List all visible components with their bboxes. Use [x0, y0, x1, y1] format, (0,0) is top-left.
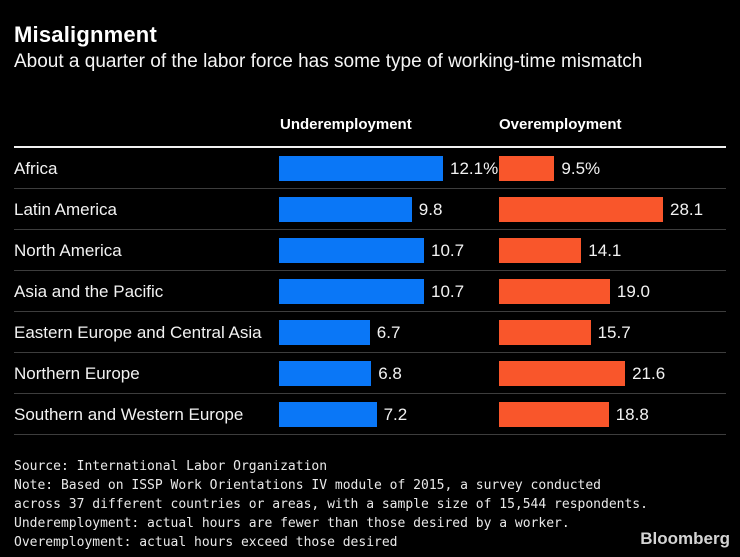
- overemployment-definition: Overemployment: actual hours exceed thos…: [14, 535, 398, 550]
- overemployment-value: 14.1: [588, 241, 622, 260]
- chart-rows: Africa 12.1% 9.5% Latin America 9.8 28.1…: [14, 146, 726, 435]
- table-row: Northern Europe 6.8 21.6: [14, 353, 726, 394]
- chart-subtitle: About a quarter of the labor force has s…: [14, 51, 643, 72]
- row-label: Northern Europe: [14, 364, 140, 383]
- underemployment-value: 6.7: [376, 323, 401, 342]
- row-label: Africa: [14, 159, 58, 178]
- row-label: Southern and Western Europe: [14, 405, 244, 424]
- page-title: Misalignment: [14, 22, 157, 47]
- overemployment-value: 28.1: [670, 200, 704, 219]
- underemployment-bar: [279, 402, 377, 427]
- underemployment-bar: [279, 238, 424, 263]
- overemployment-value: 19.0: [616, 282, 650, 301]
- overemployment-bar: [499, 197, 663, 222]
- table-row: Eastern Europe and Central Asia 6.7 15.7: [14, 312, 726, 353]
- source-line: Source: International Labor Organization: [14, 459, 328, 474]
- underemployment-value: 12.1%: [450, 159, 499, 178]
- row-label: North America: [14, 241, 122, 260]
- bloomberg-logo: Bloomberg: [640, 529, 730, 548]
- underemployment-value: 6.8: [378, 364, 402, 383]
- row-label: Asia and the Pacific: [14, 282, 164, 301]
- overemployment-bar: [499, 238, 582, 263]
- source-note: Source: International Labor Organization…: [14, 457, 648, 552]
- underemployment-definition: Underemployment: actual hours are fewer …: [14, 516, 570, 531]
- overemployment-value: 9.5%: [561, 159, 601, 178]
- underemployment-bar: [279, 279, 424, 304]
- table-row: Africa 12.1% 9.5%: [14, 148, 726, 189]
- row-label: Latin America: [14, 200, 117, 219]
- table-row: Asia and the Pacific 10.7 19.0: [14, 271, 726, 312]
- table-row: North America 10.7 14.1: [14, 230, 726, 271]
- overemployment-value: 21.6: [632, 364, 666, 383]
- overemployment-bar: [499, 279, 610, 304]
- underemployment-value: 7.2: [383, 405, 408, 424]
- underemployment-value: 9.8: [418, 200, 443, 219]
- note-line-2: across 37 different countries or areas, …: [14, 497, 648, 512]
- overemployment-value: 15.7: [597, 323, 631, 342]
- table-row: Southern and Western Europe 7.2 18.8: [14, 394, 726, 435]
- underemployment-bar: [279, 156, 443, 181]
- note-line-1: Note: Based on ISSP Work Orientations IV…: [14, 478, 601, 493]
- column-header-overemployment: Overemployment: [499, 116, 622, 133]
- underemployment-value: 10.7: [431, 282, 465, 301]
- overemployment-bar: [499, 156, 555, 181]
- underemployment-value: 10.7: [431, 241, 465, 260]
- table-row: Latin America 9.8 28.1: [14, 189, 726, 230]
- underemployment-bar: [279, 320, 370, 345]
- overemployment-bar: [499, 402, 609, 427]
- underemployment-bar: [279, 197, 412, 222]
- row-label: Eastern Europe and Central Asia: [14, 323, 262, 342]
- overemployment-value: 18.8: [615, 405, 649, 424]
- overemployment-bar: [499, 320, 591, 345]
- column-header-underemployment: Underemployment: [280, 116, 412, 133]
- overemployment-bar: [499, 361, 626, 386]
- underemployment-bar: [279, 361, 372, 386]
